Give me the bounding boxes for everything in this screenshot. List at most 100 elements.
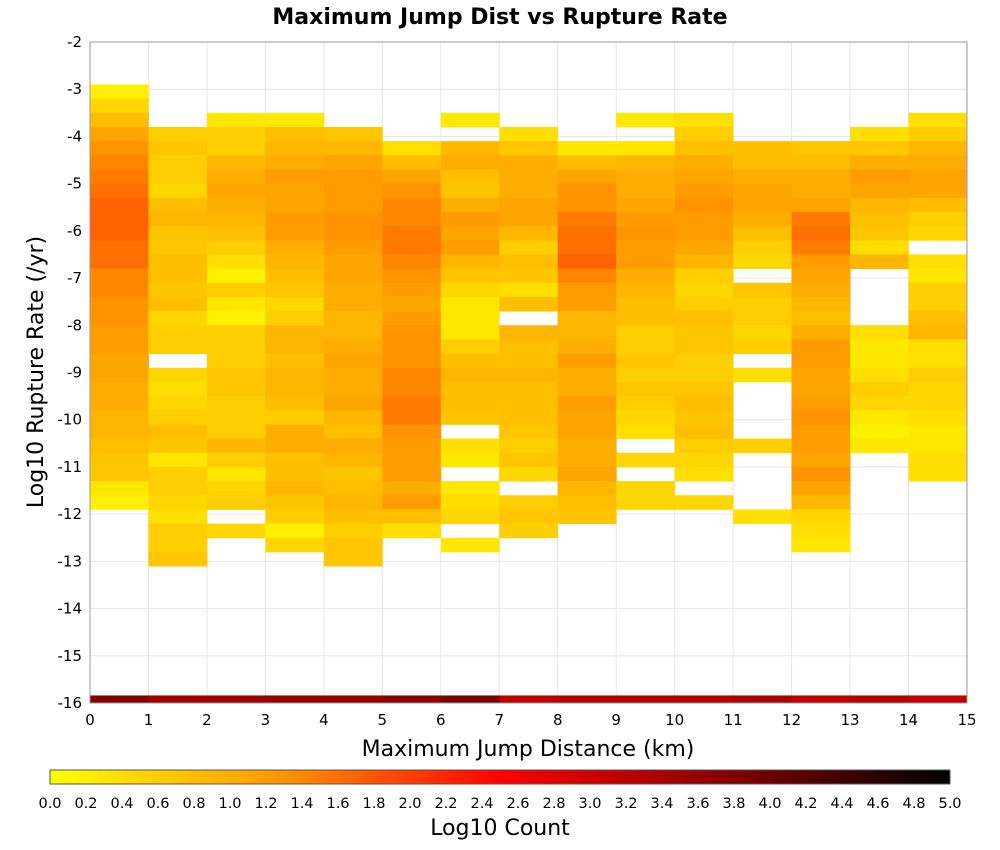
heatmap-cell — [674, 112, 734, 128]
heatmap-cell — [791, 452, 851, 468]
heatmap-cell — [90, 84, 149, 100]
heatmap-cell — [791, 141, 851, 156]
heatmap-cell — [440, 367, 500, 383]
colorbar-tick-label: 0.0 — [38, 796, 61, 812]
heatmap-cell — [206, 410, 266, 425]
heatmap-cell — [382, 226, 442, 241]
heatmap-cell — [90, 240, 149, 255]
heatmap-cell — [908, 155, 968, 170]
heatmap-cell-bottom — [908, 695, 968, 703]
colorbar-tick-label: 2.0 — [398, 796, 421, 812]
heatmap-cell — [616, 339, 676, 355]
y-tick-label: -7 — [67, 269, 82, 287]
heatmap-cell — [908, 197, 968, 213]
heatmap-cell — [382, 495, 442, 510]
heatmap-cells — [90, 84, 968, 703]
heatmap-cell — [791, 381, 851, 397]
heatmap-cell — [908, 410, 968, 425]
heatmap-cell — [265, 339, 325, 355]
heatmap-cell — [90, 481, 149, 496]
colorbar-tick-label: 4.0 — [758, 796, 781, 812]
heatmap-cell — [206, 112, 266, 128]
heatmap-cell — [791, 495, 851, 510]
heatmap-cell — [557, 381, 617, 397]
heatmap-cell — [791, 240, 851, 255]
heatmap-cell — [733, 155, 793, 170]
heatmap-cell — [90, 424, 149, 439]
heatmap-cell — [674, 381, 734, 397]
heatmap-cell — [908, 381, 968, 397]
heatmap-cell — [148, 551, 208, 567]
heatmap-cell — [557, 141, 617, 156]
colorbar-tick-label: 3.6 — [686, 796, 709, 812]
heatmap-cell — [148, 211, 208, 227]
heatmap-cell — [674, 183, 734, 199]
heatmap-cell — [733, 339, 793, 355]
heatmap-cell — [616, 254, 676, 270]
heatmap-cell — [323, 296, 383, 312]
heatmap-cell — [908, 438, 968, 454]
heatmap-cell — [90, 183, 149, 199]
colorbar-tick-label: 0.4 — [110, 796, 133, 812]
heatmap-cell — [265, 396, 325, 411]
heatmap-cell — [440, 495, 500, 510]
heatmap-cell — [440, 282, 500, 298]
heatmap-cell — [908, 452, 968, 468]
colorbar-tick-label: 4.8 — [902, 796, 925, 812]
heatmap-cell — [148, 197, 208, 213]
heatmap-cell — [850, 155, 909, 170]
heatmap-cell — [674, 282, 734, 298]
heatmap-cell — [265, 226, 325, 241]
heatmap-cell — [440, 240, 500, 255]
chart-title: Maximum Jump Dist vs Rupture Rate — [272, 5, 727, 30]
heatmap-cell — [323, 381, 383, 397]
y-tick-labels: -2 -3 -4 -5 -6 -7 -8 -9 -10 -11 -12 -13 -14 -15 -16 — [58, 33, 83, 712]
heatmap-cell — [499, 339, 559, 355]
y-tick-label: -2 — [67, 33, 82, 51]
heatmap-cell — [206, 155, 266, 170]
heatmap-cell — [616, 296, 676, 312]
heatmap-cell — [323, 466, 383, 482]
x-tick-label: 13 — [841, 711, 860, 729]
heatmap-cell — [791, 226, 851, 241]
heatmap-cell — [206, 466, 266, 482]
heatmap-cell — [323, 183, 383, 199]
heatmap-cell — [382, 311, 442, 326]
y-tick-label: -11 — [58, 458, 83, 476]
heatmap-cell — [265, 466, 325, 482]
heatmap-cell — [90, 466, 149, 482]
heatmap-cell — [616, 367, 676, 383]
heatmap-cell — [557, 226, 617, 241]
heatmap-cell — [265, 282, 325, 298]
heatmap-cell — [148, 141, 208, 156]
heatmap-cell-bottom — [323, 695, 383, 703]
heatmap-cell — [148, 240, 208, 255]
heatmap-cell-bottom — [791, 695, 851, 703]
heatmap-cell — [850, 226, 909, 241]
heatmap-cell — [382, 155, 442, 170]
y-tick-label: -5 — [67, 175, 82, 193]
heatmap-cell — [674, 311, 734, 326]
heatmap-cell — [440, 481, 500, 496]
heatmap-cell — [265, 438, 325, 454]
heatmap-cell — [206, 240, 266, 255]
heatmap-cell — [148, 311, 208, 326]
heatmap-cell — [323, 311, 383, 326]
heatmap-cell — [382, 282, 442, 298]
heatmap-cell — [323, 367, 383, 383]
heatmap-cell — [382, 254, 442, 270]
heatmap-cell — [440, 155, 500, 170]
heatmap-cell — [382, 438, 442, 454]
heatmap-cell — [733, 226, 793, 241]
heatmap-cell — [206, 311, 266, 326]
heatmap-cell — [850, 325, 909, 340]
heatmap-cell — [908, 169, 968, 185]
heatmap-cell — [557, 353, 617, 369]
colorbar-tick-label: 0.2 — [74, 796, 97, 812]
heatmap-cell — [440, 183, 500, 199]
heatmap-cell — [499, 197, 559, 213]
heatmap-cell — [265, 240, 325, 255]
heatmap-cell — [148, 481, 208, 496]
heatmap-cell-bottom — [616, 695, 676, 703]
